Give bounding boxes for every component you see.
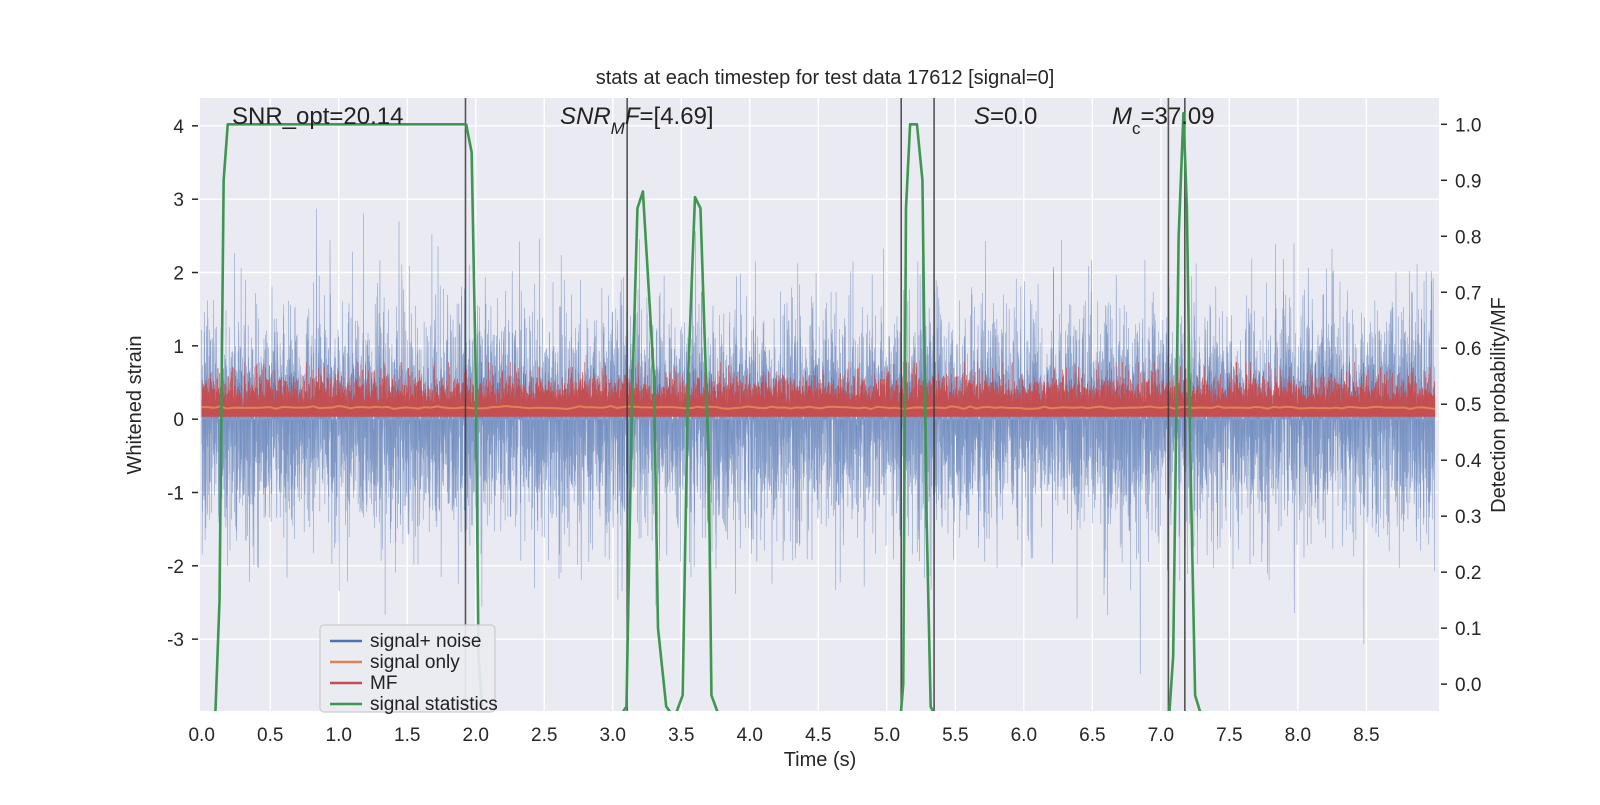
svg-text:0.0: 0.0: [1455, 675, 1481, 696]
svg-text:5.5: 5.5: [942, 725, 968, 746]
svg-text:1.0: 1.0: [326, 725, 352, 746]
svg-text:7.0: 7.0: [1148, 725, 1174, 746]
svg-text:S=0.0: S=0.0: [974, 103, 1037, 130]
svg-text:0.8: 0.8: [1455, 227, 1481, 248]
svg-text:0.0: 0.0: [188, 725, 214, 746]
svg-text:stats at each timestep for tes: stats at each timestep for test data 176…: [596, 67, 1055, 89]
svg-text:4.0: 4.0: [737, 725, 763, 746]
svg-text:0.7: 0.7: [1455, 283, 1481, 304]
svg-text:0.6: 0.6: [1455, 339, 1481, 360]
svg-text:0.5: 0.5: [1455, 395, 1481, 416]
svg-text:Detection probability/MF: Detection probability/MF: [1488, 297, 1510, 513]
svg-text:6.0: 6.0: [1011, 725, 1037, 746]
svg-text:signal only: signal only: [370, 652, 460, 673]
svg-text:1.5: 1.5: [394, 725, 420, 746]
svg-text:0.1: 0.1: [1455, 619, 1481, 640]
svg-text:Time (s): Time (s): [784, 749, 857, 771]
svg-text:0.5: 0.5: [257, 725, 283, 746]
svg-text:signal statistics: signal statistics: [370, 694, 498, 715]
svg-text:-2: -2: [167, 557, 184, 578]
svg-text:0.4: 0.4: [1455, 451, 1482, 472]
svg-text:0.9: 0.9: [1455, 171, 1481, 192]
svg-text:5.0: 5.0: [874, 725, 900, 746]
svg-text:3: 3: [173, 190, 184, 211]
svg-text:0.2: 0.2: [1455, 563, 1481, 584]
svg-text:SNR_opt=20.14: SNR_opt=20.14: [232, 103, 403, 130]
svg-text:3.5: 3.5: [668, 725, 694, 746]
svg-text:4: 4: [173, 117, 184, 138]
svg-text:-1: -1: [167, 483, 184, 504]
svg-text:8.0: 8.0: [1285, 725, 1311, 746]
svg-text:3.0: 3.0: [600, 725, 626, 746]
svg-text:1.0: 1.0: [1455, 115, 1481, 136]
svg-text:7.5: 7.5: [1216, 725, 1242, 746]
svg-text:2.0: 2.0: [463, 725, 489, 746]
svg-text:6.5: 6.5: [1079, 725, 1105, 746]
svg-text:4.5: 4.5: [805, 725, 831, 746]
svg-text:2: 2: [173, 264, 184, 285]
svg-text:Whitened strain: Whitened strain: [124, 336, 146, 475]
svg-text:signal+ noise: signal+ noise: [370, 631, 481, 652]
svg-text:2.5: 2.5: [531, 725, 557, 746]
svg-text:-3: -3: [167, 630, 184, 651]
svg-text:MF: MF: [370, 673, 397, 694]
svg-text:0: 0: [173, 410, 184, 431]
svg-text:8.5: 8.5: [1353, 725, 1379, 746]
svg-text:1: 1: [173, 337, 184, 358]
svg-text:0.3: 0.3: [1455, 507, 1481, 528]
